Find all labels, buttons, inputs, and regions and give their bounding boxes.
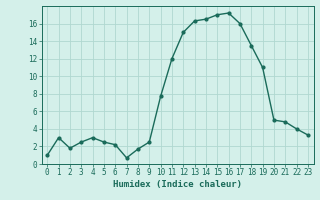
X-axis label: Humidex (Indice chaleur): Humidex (Indice chaleur) [113, 180, 242, 189]
